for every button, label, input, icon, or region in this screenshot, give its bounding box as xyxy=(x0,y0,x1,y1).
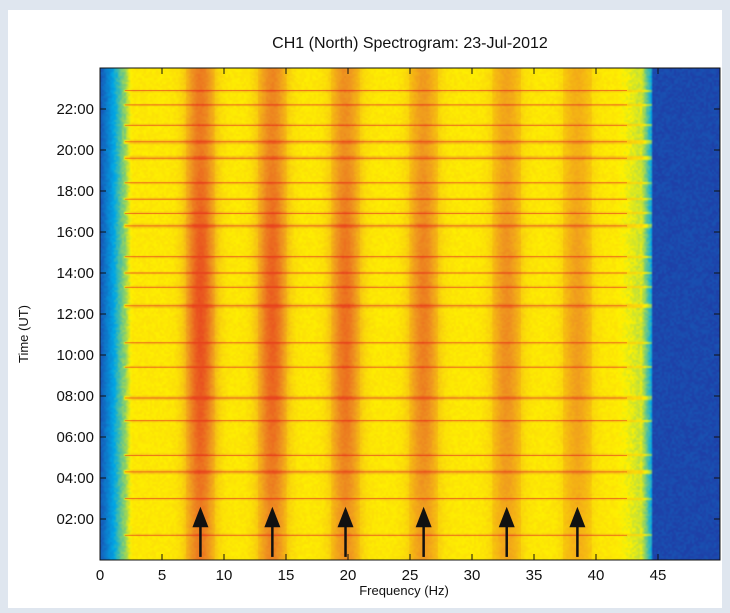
interference-lines xyxy=(124,90,627,536)
x-tick-label: 40 xyxy=(588,567,605,584)
peak-arrow-5 xyxy=(498,506,515,557)
peak-arrows xyxy=(192,506,586,557)
x-tick-label: 35 xyxy=(526,567,543,584)
resonance-band-3 xyxy=(331,68,360,560)
y-tick-label: 02:00 xyxy=(56,511,94,528)
y-tick-label: 18:00 xyxy=(56,183,94,200)
resonance-band-5 xyxy=(492,68,521,560)
y-tick-label: 20:00 xyxy=(56,142,94,159)
x-tick-label: 25 xyxy=(402,567,419,584)
peak-arrow-2 xyxy=(264,506,281,557)
y-tick-label: 12:00 xyxy=(56,306,94,323)
spectrogram-heatmap xyxy=(100,68,720,560)
x-tick-label: 30 xyxy=(464,567,481,584)
y-axis: 02:00 04:00 06:00 08:00 10:00 12:00 14:00 16:00… xyxy=(56,101,720,528)
x-axis: 0 5 10 15 20 25 30 35 40 45 xyxy=(96,68,667,584)
peak-arrow-3 xyxy=(337,506,354,557)
y-tick-label: 22:00 xyxy=(56,101,94,118)
plot-area xyxy=(99,67,721,561)
resonance-band-2 xyxy=(258,68,287,560)
x-tick-label: 5 xyxy=(158,567,166,584)
resonance-band-6 xyxy=(563,68,592,560)
x-tick-label: 0 xyxy=(96,567,104,584)
x-axis-title: Frequency (Hz) xyxy=(359,583,449,598)
y-tick-label: 06:00 xyxy=(56,429,94,446)
resonance-peak-bands xyxy=(186,68,592,560)
y-tick-label: 08:00 xyxy=(56,388,94,405)
y-axis-title: Time (UT) xyxy=(16,305,31,363)
y-tick-label: 04:00 xyxy=(56,470,94,487)
peak-arrow-1 xyxy=(192,506,209,557)
y-tick-label: 14:00 xyxy=(56,265,94,282)
x-tick-label: 10 xyxy=(216,567,233,584)
y-tick-label: 16:00 xyxy=(56,224,94,241)
resonance-band-4 xyxy=(409,68,438,560)
x-tick-label: 45 xyxy=(650,567,667,584)
y-tick-label: 10:00 xyxy=(56,347,94,364)
spectrogram-chart: CH1 (North) Spectrogram: 23-Jul-2012 0 5 1… xyxy=(16,35,721,598)
spectrogram-figure: CH1 (North) Spectrogram: 23-Jul-2012 0 5 1… xyxy=(8,10,722,608)
chart-title: CH1 (North) Spectrogram: 23-Jul-2012 xyxy=(272,35,548,52)
resonance-band-1 xyxy=(186,68,215,560)
peak-arrow-4 xyxy=(415,506,432,557)
peak-arrow-6 xyxy=(569,506,586,557)
x-tick-label: 15 xyxy=(278,567,295,584)
x-tick-label: 20 xyxy=(340,567,357,584)
